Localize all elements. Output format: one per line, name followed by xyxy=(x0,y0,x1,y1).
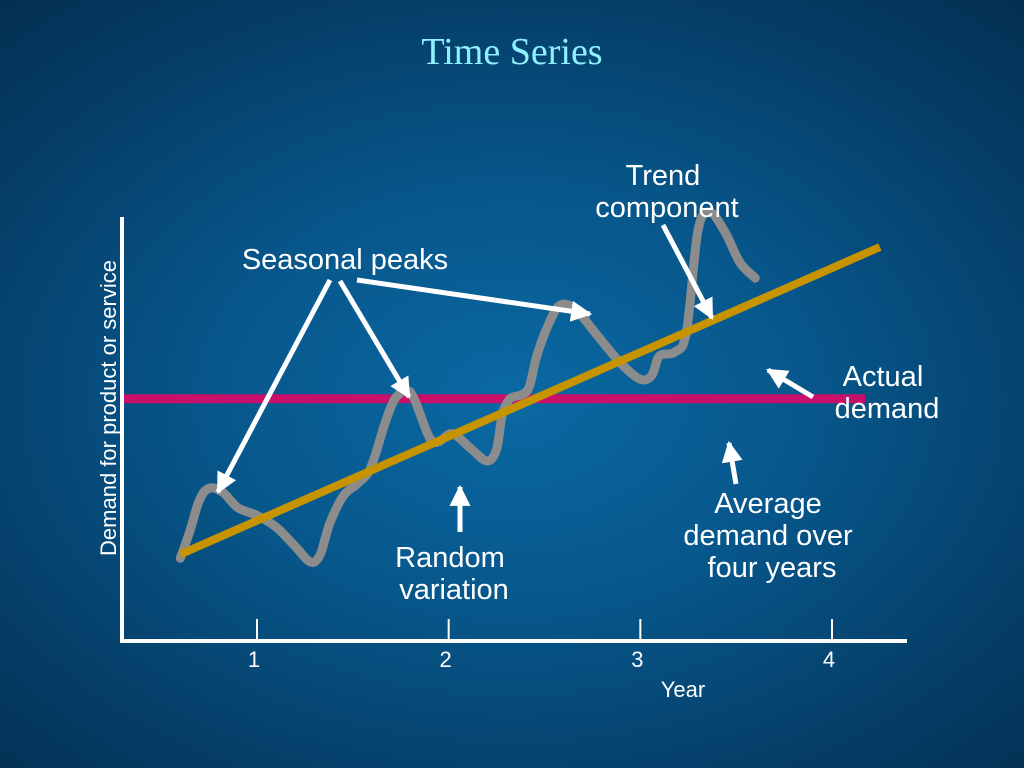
x-axis-ticks: 1 2 3 4 xyxy=(248,619,835,672)
arrow-actual-demand xyxy=(766,367,815,400)
x-tick-label-4: 4 xyxy=(823,647,835,672)
chart-title: Time Series xyxy=(421,31,602,73)
actual-demand-line xyxy=(175,207,760,567)
x-tick-label-3: 3 xyxy=(631,647,643,672)
y-axis-title: Demand for product or service xyxy=(96,260,121,556)
x-tick-label-1: 1 xyxy=(248,647,260,672)
annotation-average-demand: Average demand over four years xyxy=(683,488,860,584)
arrow-seasonal-peak-3 xyxy=(356,277,593,322)
annotation-seasonal-peaks: Seasonal peaks xyxy=(242,244,448,276)
arrow-trend-component xyxy=(660,223,715,320)
trend-component-line xyxy=(178,243,882,558)
arrow-average-demand xyxy=(721,440,743,485)
annotation-actual-demand: Actual demand xyxy=(835,361,940,425)
annotation-random-variation: Random variation xyxy=(395,542,513,606)
arrow-seasonal-peak-1 xyxy=(215,278,333,494)
annotation-trend-component: Trend component xyxy=(595,160,739,224)
x-tick-label-2: 2 xyxy=(440,647,452,672)
x-axis-title: Year xyxy=(661,677,705,702)
arrow-seasonal-peak-2 xyxy=(337,279,412,399)
